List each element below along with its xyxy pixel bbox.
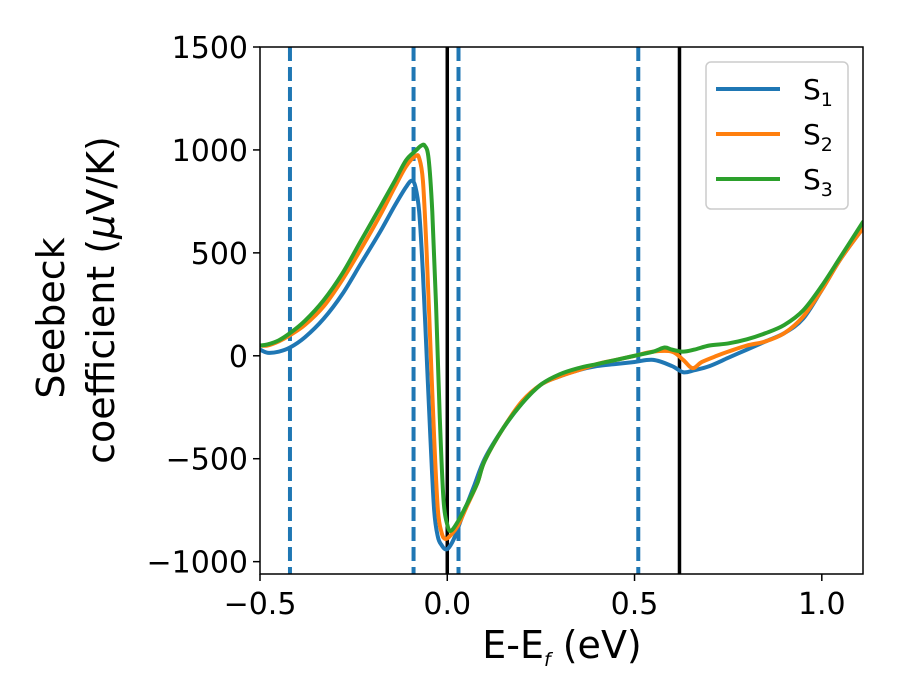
y-tick-label: −1000 <box>147 546 248 581</box>
legend-label-s1: S1 <box>803 73 833 111</box>
series-line-s1 <box>260 178 863 552</box>
x-axis-ticks: −0.5 0.0 0.5 1.0 <box>224 574 846 622</box>
x-tick-label: −0.5 <box>224 587 297 622</box>
y-tick-label: 1500 <box>172 31 248 66</box>
y-tick-label: 500 <box>191 237 248 272</box>
x-tick-label: 0.5 <box>611 587 659 622</box>
legend: S1 S2 S3 <box>705 61 849 210</box>
x-tick-label: 0.0 <box>423 587 471 622</box>
y-axis-ticks: −1000 −500 0 500 1000 1500 <box>147 31 260 581</box>
y-axis-label: Seebeck coefficient (μV/K) <box>29 136 123 464</box>
legend-label-s2: S2 <box>803 118 833 156</box>
x-tick-label: 1.0 <box>798 587 846 622</box>
y-tick-label: 0 <box>229 340 248 375</box>
y-axis-label-line2: coefficient (μV/K) <box>79 136 123 464</box>
y-axis-label-line1: Seebeck <box>29 237 73 398</box>
legend-label-s3: S3 <box>803 163 833 201</box>
y-tick-label: 1000 <box>172 134 248 169</box>
series-line-s2 <box>260 153 863 542</box>
x-axis-label: E-Ef (eV) <box>482 623 642 671</box>
y-tick-label: −500 <box>166 443 248 478</box>
plot-area <box>259 46 864 575</box>
axes-frame <box>259 46 864 575</box>
series-group <box>260 142 863 552</box>
series-line-s3 <box>260 142 863 533</box>
